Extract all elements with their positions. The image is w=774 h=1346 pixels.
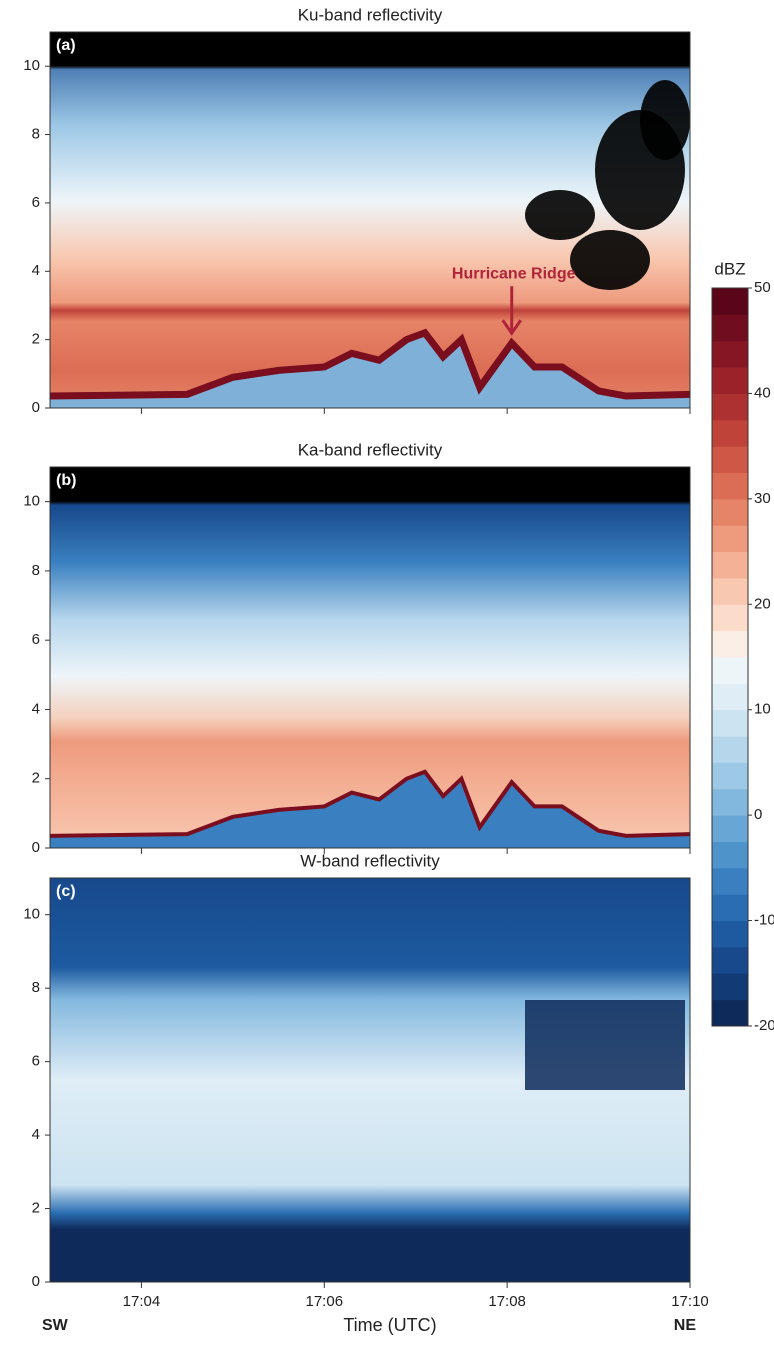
colorbar-step	[712, 419, 748, 447]
colorbar-step	[712, 498, 748, 526]
echo-gap	[640, 80, 690, 160]
colorbar-step	[712, 577, 748, 605]
colorbar-step	[712, 709, 748, 737]
y-tick-label: 10	[23, 493, 40, 510]
colorbar-step	[712, 999, 748, 1027]
colorbar-frame	[711, 287, 749, 1027]
colorbar-step	[712, 630, 748, 658]
x-tick-label: 17:10	[671, 1293, 709, 1310]
direction-label: NE	[674, 1317, 697, 1334]
colorbar-tick-label: -10	[754, 912, 774, 929]
y-tick-label: 2	[32, 770, 40, 787]
colorbar-label: dBZ	[714, 259, 745, 278]
colorbar-step	[712, 367, 748, 394]
colorbar-step	[712, 446, 748, 473]
plot-frame	[49, 466, 691, 849]
y-tick-label: 8	[32, 562, 40, 579]
colorbar-step	[712, 841, 748, 869]
y-tick-label: 0	[32, 399, 40, 416]
colorbar-step	[712, 920, 748, 948]
colorbar-step	[712, 604, 748, 632]
colorbar-step	[712, 736, 748, 763]
colorbar-step	[712, 340, 748, 368]
x-tick-label: 17:04	[123, 1293, 161, 1310]
colorbar-tick-label: 40	[754, 384, 771, 401]
panel-title: Ku-band reflectivity	[298, 5, 443, 24]
panel-label: (b)	[56, 472, 76, 489]
echo-patch	[525, 1000, 685, 1090]
colorbar-tick-label: 30	[754, 490, 771, 507]
y-tick-label: 0	[32, 839, 40, 856]
colorbar-step	[712, 314, 748, 342]
x-axis-label: Time (UTC)	[343, 1315, 436, 1335]
y-tick-label: 6	[32, 1053, 40, 1070]
colorbar-step	[712, 551, 748, 579]
panel-title: W-band reflectivity	[300, 851, 440, 870]
colorbar-step	[712, 894, 748, 922]
annotation: Hurricane Ridge	[452, 265, 576, 282]
below-ground	[50, 771, 690, 848]
colorbar-step	[712, 973, 748, 1001]
x-tick-label: 17:08	[488, 1293, 526, 1310]
y-tick-label: 4	[32, 262, 40, 279]
y-tick-label: 2	[32, 1200, 40, 1217]
colorbar-tick-label: 10	[754, 701, 771, 718]
direction-label: SW	[42, 1317, 69, 1334]
y-tick-label: 0	[32, 1273, 40, 1290]
arrow-head	[501, 319, 522, 336]
plot-frame	[49, 877, 691, 1283]
colorbar-step	[712, 815, 748, 842]
colorbar-step	[712, 525, 748, 553]
colorbar-step	[712, 788, 748, 816]
colorbar-step	[712, 946, 748, 974]
colorbar-step	[712, 657, 748, 684]
panel-title: Ka-band reflectivity	[298, 440, 443, 459]
colorbar-step	[712, 288, 748, 315]
y-tick-label: 8	[32, 126, 40, 143]
y-tick-label: 6	[32, 631, 40, 648]
colorbar-tick-label: -20	[754, 1017, 774, 1034]
colorbar-step	[712, 867, 748, 895]
colorbar-step	[712, 762, 748, 790]
colorbar-tick-label: 20	[754, 595, 771, 612]
y-tick-label: 10	[23, 57, 40, 74]
ground-echo	[49, 328, 691, 400]
colorbar-step	[712, 393, 748, 421]
colorbar-tick-label: 0	[754, 806, 762, 823]
y-tick-label: 6	[32, 194, 40, 211]
y-tick-label: 8	[32, 979, 40, 996]
x-tick-label: 17:06	[306, 1293, 344, 1310]
y-tick-label: 4	[32, 1126, 40, 1143]
y-tick-label: 4	[32, 700, 40, 717]
colorbar-step	[712, 472, 748, 500]
plot-frame	[49, 31, 691, 409]
heatmap-field	[50, 467, 690, 848]
y-tick-label: 10	[23, 906, 40, 923]
echo-gap	[570, 230, 650, 290]
colorbar-step	[712, 683, 748, 711]
panel-label: (a)	[56, 37, 76, 54]
ground-echo	[49, 769, 691, 838]
echo-gap	[525, 190, 595, 240]
y-tick-label: 2	[32, 331, 40, 348]
colorbar-tick-label: 50	[754, 279, 771, 296]
panel-label: (c)	[56, 883, 76, 900]
